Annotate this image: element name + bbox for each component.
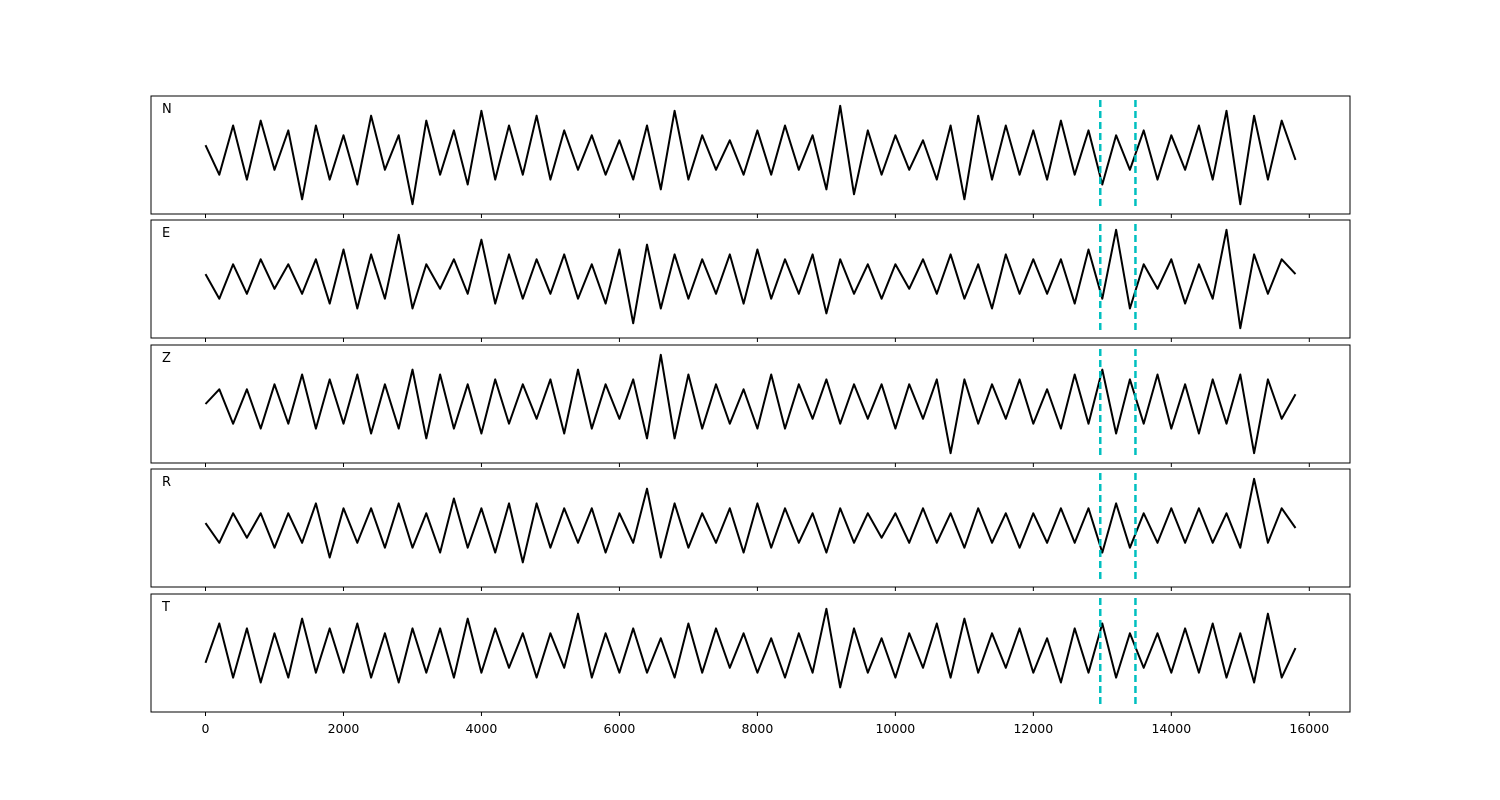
waveform-z [204,353,1297,455]
panel-frame [150,344,1351,464]
panel-t: T [150,593,1351,716]
waveform-t [204,607,1297,689]
x-tick-label: 10000 [875,721,915,736]
panel-label: T [161,600,170,615]
panel-label: N [162,102,172,117]
panel-frame [150,95,1351,215]
panel-n: N [150,95,1351,218]
panel-frame [150,219,1351,339]
panel-frame [150,468,1351,588]
x-tick-label: 8000 [741,721,773,736]
panel-r: R [150,468,1351,591]
x-tick-label: 14000 [1151,721,1191,736]
panel-label: E [162,226,170,241]
waveform-n [204,104,1297,206]
x-tick-label: 12000 [1013,721,1053,736]
x-tick-label: 6000 [604,721,636,736]
x-tick-label: 2000 [328,721,360,736]
panel-frame [150,593,1351,713]
panel-z: Z [150,344,1351,467]
panel-e: E [150,219,1351,342]
panel-label: R [162,475,171,490]
waveform-e [204,228,1297,330]
panel-label: Z [162,351,171,366]
x-tick-label: 0 [202,721,210,736]
x-tick-label: 16000 [1289,721,1329,736]
x-tick-label: 4000 [466,721,498,736]
waveform-r [204,477,1297,564]
